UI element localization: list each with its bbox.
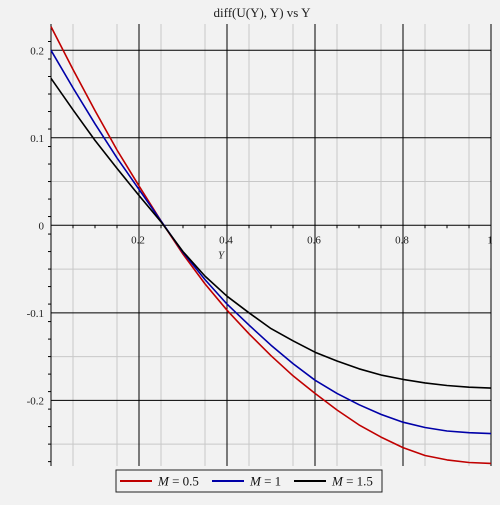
- x-tick-label: 0.2: [131, 234, 145, 246]
- x-axis-label: Y: [218, 249, 226, 261]
- x-tick-label: 0.6: [307, 234, 321, 246]
- x-tick-label: 0.8: [395, 234, 409, 246]
- legend-label: M = 0.5: [157, 474, 199, 489]
- series-line: [50, 77, 492, 389]
- y-tick-label: 0.1: [30, 133, 44, 145]
- x-tick-label: 0.4: [219, 234, 233, 246]
- y-tick-label: 0: [39, 220, 45, 232]
- chart-title: diff(U(Y), Y) vs Y: [214, 5, 312, 20]
- series-line: [50, 26, 492, 465]
- legend-label: M = 1: [249, 474, 281, 489]
- y-tick-label: -0.1: [27, 308, 44, 320]
- series-line: [50, 49, 492, 435]
- y-tick-label: -0.2: [27, 395, 44, 407]
- y-tick-label: 0.2: [30, 45, 44, 57]
- legend-box: [115, 469, 383, 493]
- x-tick-label: 1: [487, 234, 493, 246]
- legend-label: M = 1.5: [331, 474, 373, 489]
